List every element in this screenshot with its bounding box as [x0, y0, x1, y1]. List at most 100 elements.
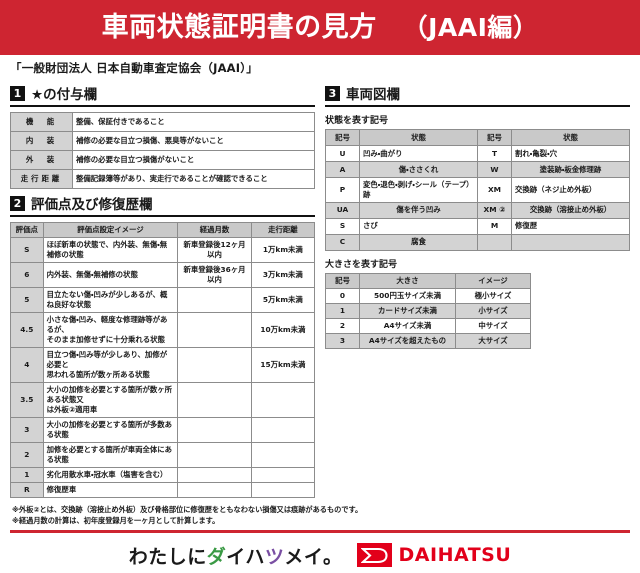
- size-code: 2: [325, 317, 360, 334]
- elapsed-months: [177, 286, 252, 313]
- table-row: 走行距離 整備記録簿等があり、実走行であることが確認できること: [10, 169, 315, 189]
- table-row: 2 A4サイズ未満 中サイズ: [325, 317, 531, 334]
- section-1-rule: [10, 105, 315, 107]
- elapsed-months: [177, 346, 252, 383]
- criteria-label: 内 装: [10, 131, 73, 151]
- score-description: 内外装、無傷・無補修の状態: [42, 261, 179, 288]
- size-image-label: 極小サイズ: [455, 287, 531, 304]
- state-symbols-subtitle: 状態を表す記号: [325, 116, 389, 126]
- table-row: R 修復歴車: [10, 481, 316, 498]
- section-3-rule: [325, 105, 630, 107]
- state-code-right: W: [477, 161, 512, 178]
- section-3-number: 3: [325, 85, 340, 101]
- section-2-number: 2: [10, 195, 25, 211]
- criteria-text: 補修の必要な目立つ損傷、悪臭等がないこと: [72, 131, 315, 151]
- column-header: イメージ: [455, 272, 531, 289]
- elapsed-months: 新車登録後36ヶ月以内: [177, 261, 252, 288]
- score-description: 大小の加修を必要とする箇所が数ヶ所ある状態又 は外板②適用車: [42, 381, 179, 418]
- table-row: 機 能整備、保証付きであること: [10, 112, 315, 132]
- criteria-text: 整備記録簿等があり、実走行であることが確認できること: [72, 169, 315, 189]
- score-description: 修復歴車: [42, 481, 179, 498]
- right-column: 3 車両図欄 状態を表す記号 記号 状態 記号 状態 U 凹み・曲がり T 割れ・亀裂・穴 A…: [325, 79, 630, 498]
- score-value: R: [10, 481, 44, 498]
- criteria-label: 機 能: [10, 112, 73, 132]
- size-description: 500円玉サイズ未満: [359, 287, 456, 304]
- column-header: 評価点設定イメージ: [42, 222, 179, 238]
- state-code-left: C: [325, 233, 360, 251]
- size-symbols-body: 0 500円玉サイズ未満 極小サイズ 1 カードサイズ未満 小サイズ 2 A4サイズ未満 中サイ…: [325, 287, 531, 349]
- mileage-limit: [250, 466, 316, 483]
- size-image-label: 小サイズ: [455, 302, 531, 319]
- page-title-suffix: （JAAI編）: [402, 13, 539, 42]
- table-row: 0 500円玉サイズ未満 極小サイズ: [325, 287, 531, 304]
- slogan-part: ハ: [245, 545, 265, 568]
- column-header: 走行距離: [250, 222, 316, 238]
- daihatsu-wordmark: DAIHATSU: [398, 544, 512, 567]
- section-2-rule: [10, 215, 315, 217]
- state-desc-left: さび: [359, 217, 478, 235]
- mileage-limit: 1万km未満: [250, 237, 316, 263]
- table-row: C 腐食: [325, 233, 630, 251]
- table-row: S さび M 修復歴: [325, 217, 630, 235]
- state-symbols-table: 記号 状態 記号 状態 U 凹み・曲がり T 割れ・亀裂・穴 A 傷・ささくれ W 塗装跡・板金修理…: [325, 129, 630, 251]
- size-symbols-subtitle: 大きさを表す記号: [325, 259, 398, 270]
- footer-divider: [10, 530, 630, 534]
- size-description: カードサイズ未満: [359, 302, 456, 319]
- section-2-heading: 2 評価点及び修復歴欄: [10, 193, 315, 213]
- table-row: 外 装補修の必要な目立つ損傷がないこと: [10, 150, 315, 170]
- table-header-row: 記号 大きさ イメージ: [325, 272, 531, 289]
- slogan-part: わたしに: [128, 545, 207, 568]
- state-code-left: U: [325, 145, 360, 162]
- score-value: 1: [10, 466, 44, 483]
- column-header: 記号: [325, 272, 360, 289]
- state-desc-right: 交換跡（溶接止め外板）: [511, 201, 630, 219]
- criteria-label: 外 装: [10, 150, 73, 170]
- state-desc-right: 割れ・亀裂・穴: [511, 145, 630, 162]
- table-row: U 凹み・曲がり T 割れ・亀裂・穴: [325, 145, 630, 162]
- table-row: 内 装補修の必要な目立つ損傷、悪臭等がないこと: [10, 131, 315, 151]
- score-value: 2: [10, 441, 44, 468]
- column-header: 状態: [511, 129, 630, 146]
- state-code-left: P: [325, 177, 360, 203]
- state-desc-right: [511, 233, 630, 251]
- column-header: 記号: [477, 129, 512, 146]
- state-code-left: UA: [325, 201, 360, 219]
- mileage-limit: 15万km未満: [250, 346, 316, 383]
- table-header-row: 記号 状態 記号 状態: [325, 129, 630, 146]
- elapsed-months: [177, 416, 252, 443]
- footnote-1: ※外板②とは、交換跡（溶接止め外板）及び骨格部位に修復歴をともなわない損傷又は痕…: [12, 504, 363, 514]
- size-image-label: 大サイズ: [455, 332, 531, 349]
- slogan-part: ダ: [206, 545, 227, 568]
- state-desc-right: 修復歴: [511, 217, 630, 235]
- score-value: 4.5: [10, 311, 44, 348]
- slogan-part: イ: [226, 545, 246, 568]
- score-description: 大小の加修を必要とする箇所が多数ある状態: [42, 416, 179, 443]
- state-desc-left: 傷を伴う凹み: [359, 201, 478, 219]
- score-value: 4: [10, 346, 44, 383]
- elapsed-months: [177, 381, 252, 418]
- state-desc-right: 塗装跡・板金修理跡: [511, 161, 630, 178]
- state-code-right: T: [477, 145, 512, 162]
- evaluation-score-body: S ほぼ新車の状態で、内外装、無傷・無補修の状態 新車登録後12ヶ月以内 1万km未満…: [10, 237, 316, 498]
- score-description: 目立つ傷・凹み等が少しあり、加修が必要と 思われる箇所が数ヶ所ある状態: [42, 346, 179, 383]
- state-code-right: XM: [477, 177, 512, 203]
- elapsed-months: [177, 441, 252, 468]
- state-desc-right: 交換跡（ネジ止め外板）: [511, 177, 630, 203]
- score-description: ほぼ新車の状態で、内外装、無傷・無補修の状態: [42, 237, 179, 263]
- section-2-title: 評価点及び修復歴欄: [31, 197, 153, 213]
- table-row: 3.5 大小の加修を必要とする箇所が数ヶ所ある状態又 は外板②適用車: [10, 381, 316, 418]
- section-1-heading: 1 ★の付与欄: [10, 83, 315, 103]
- size-description: A4サイズ未満: [359, 317, 456, 334]
- slogan-part: ツ: [264, 545, 285, 568]
- state-code-right: XM ②: [477, 201, 512, 219]
- state-desc-left: 変色・退色・剥げ・シール（テープ）跡: [359, 177, 478, 203]
- evaluation-score-table: 評価点 評価点設定イメージ 経過月数 走行距離 S ほぼ新車の状態で、内外装、無傷・無補…: [10, 222, 316, 498]
- mileage-limit: [250, 441, 316, 468]
- section-3-heading: 3 車両図欄: [325, 83, 630, 103]
- state-symbols-head: 記号 状態 記号 状態: [325, 129, 630, 146]
- state-symbols-body: U 凹み・曲がり T 割れ・亀裂・穴 A 傷・ささくれ W 塗装跡・板金修理跡 P 変色・退色・剥…: [325, 145, 630, 251]
- left-column: 1 ★の付与欄 機 能整備、保証付きであること内 装補修の必要な目立つ損傷、悪臭…: [10, 79, 316, 498]
- page-title: 車両状態証明書の見方 （JAAI編）: [102, 14, 539, 41]
- elapsed-months: 新車登録後12ヶ月以内: [177, 237, 252, 263]
